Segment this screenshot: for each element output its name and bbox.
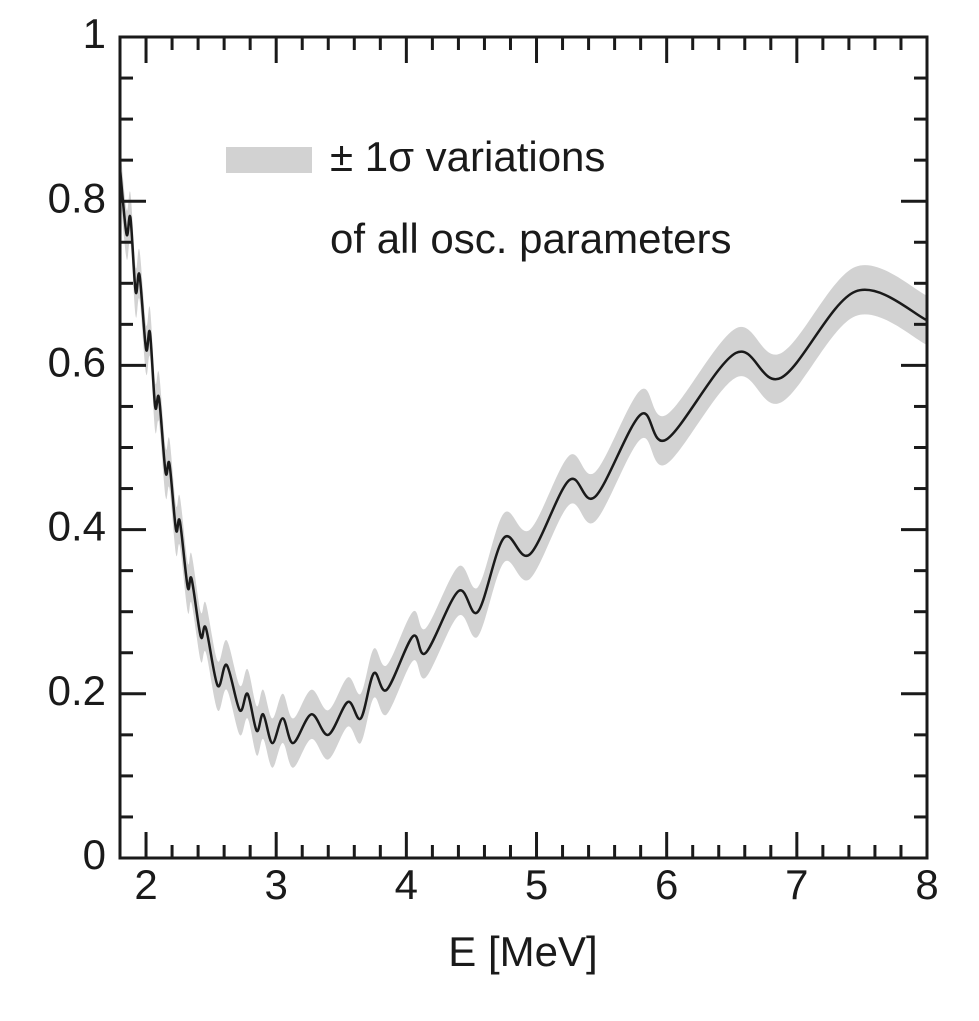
x-axis-label: E [MeV] <box>448 928 597 975</box>
annotation: of all osc. parameters <box>330 215 732 262</box>
x-tick-label: 8 <box>915 861 938 908</box>
x-tick-label: 7 <box>785 861 808 908</box>
y-tick-label: 0.2 <box>48 667 106 714</box>
y-tick-label: 0.6 <box>48 338 106 385</box>
x-tick-label: 4 <box>395 861 418 908</box>
x-tick-label: 6 <box>655 861 678 908</box>
x-tick-label: 2 <box>134 861 157 908</box>
y-tick-label: 0.4 <box>48 503 106 550</box>
line-layer <box>120 168 927 745</box>
legend-label: ± 1σ variations <box>330 133 605 180</box>
line <box>120 168 927 745</box>
x-tick-label: 5 <box>525 861 548 908</box>
y-tick-label: 1 <box>83 10 106 57</box>
y-tick-label: 0 <box>83 831 106 878</box>
y-tick-label: 0.8 <box>48 174 106 221</box>
x-tick-label: 3 <box>265 861 288 908</box>
